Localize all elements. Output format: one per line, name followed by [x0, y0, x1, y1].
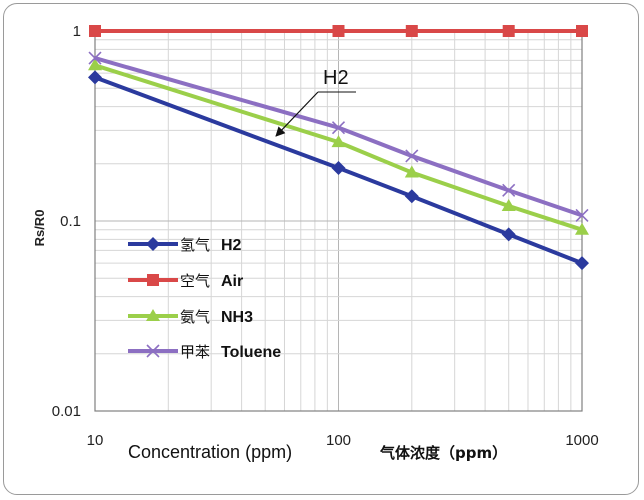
data-point: [147, 274, 159, 286]
data-point: [501, 198, 516, 211]
x-tick-label: 100: [326, 432, 351, 449]
legend-label-en: Toluene: [221, 344, 281, 361]
data-point-stroke: [575, 208, 589, 222]
tick-labels: 1 0.1 0.01 10 100 1000: [52, 23, 599, 449]
data-point: [404, 165, 419, 178]
data-point: [575, 256, 589, 271]
x-axis-label-en: Concentration (ppm): [128, 442, 292, 462]
x-tick-label: 1000: [565, 432, 598, 449]
legend-item-air: 空气 Air: [128, 272, 243, 290]
legend-item-nh3: 氨气 NH3: [128, 308, 253, 326]
data-point: [331, 135, 346, 148]
data-point: [576, 25, 588, 37]
legend-label-cn: 氢气: [180, 236, 210, 254]
data-point: [331, 161, 346, 176]
data-point-stroke: [502, 183, 516, 197]
data-point: [502, 183, 516, 197]
x-axis-label-cn: 气体浓度（ppm）: [379, 444, 507, 462]
data-point: [146, 344, 160, 358]
y-axis-label: Rs/R0: [32, 210, 47, 247]
series-layer: [88, 25, 589, 271]
legend-label-en: NH3: [221, 309, 253, 326]
data-point: [88, 51, 102, 65]
data-point: [332, 25, 345, 37]
legend-label-cn: 氨气: [180, 308, 210, 326]
data-point: [404, 189, 419, 204]
data-point: [575, 208, 589, 222]
data-point: [575, 222, 589, 235]
data-point: [405, 25, 418, 37]
legend-item-toluene: 甲苯 Toluene: [128, 343, 281, 361]
series-air: [89, 25, 588, 37]
data-point: [331, 121, 346, 135]
legend-item-h2: 氢气 H2: [128, 236, 242, 254]
annotation-arrow-line: [275, 91, 319, 137]
h2-annotation: H2: [275, 67, 356, 137]
legend-label-en: Air: [221, 273, 243, 290]
data-point: [88, 70, 102, 85]
legend-label-en: H2: [221, 237, 242, 254]
legend-label-cn: 空气: [180, 272, 210, 290]
legend-label-cn: 甲苯: [180, 343, 210, 361]
data-point: [405, 149, 419, 163]
x-tick-label: 10: [87, 432, 104, 449]
series-h2: [88, 70, 589, 271]
series-toluene: [88, 51, 589, 222]
data-point: [89, 25, 101, 37]
data-point-stroke: [88, 51, 102, 65]
data-point: [502, 25, 515, 37]
data-point-stroke: [405, 149, 419, 163]
data-point: [88, 58, 102, 71]
data-point: [501, 227, 516, 242]
y-tick-label: 1: [73, 23, 81, 40]
data-point: [146, 237, 160, 251]
data-point-stroke: [146, 344, 160, 358]
annotation-label: H2: [323, 67, 349, 89]
data-point-stroke: [331, 121, 346, 135]
series-nh3: [88, 58, 589, 235]
legend: 氢气 H2 空气 Air 氨气 NH3 甲苯 Toluene: [128, 236, 281, 361]
chart-frame: [3, 3, 639, 495]
y-tick-label: 0.01: [52, 403, 81, 420]
data-point: [146, 309, 160, 321]
y-tick-label: 0.1: [60, 213, 81, 230]
